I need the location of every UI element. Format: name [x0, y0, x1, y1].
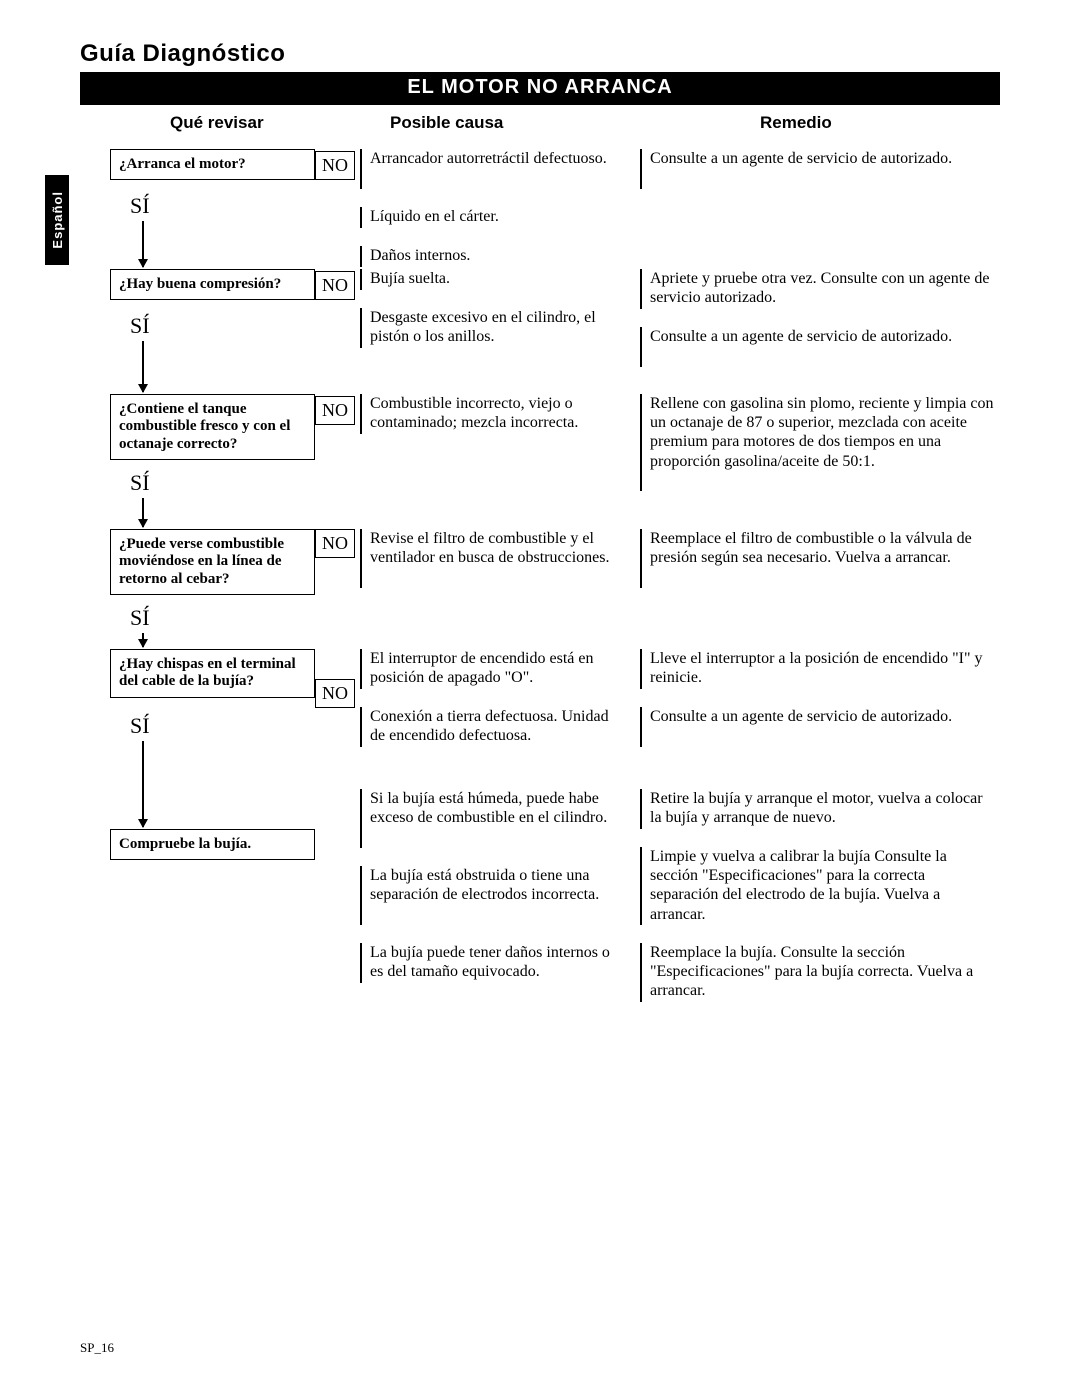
arrow-down [142, 221, 144, 267]
cause-text: El interruptor de encendido está en posi… [370, 649, 625, 687]
remedy-text: Retire la bujía y arranque el motor, vue… [650, 789, 995, 827]
remedy-divider [640, 327, 642, 367]
cause-divider [360, 789, 362, 848]
col-header-cause: Posible causa [340, 113, 650, 133]
cause-text: Arrancador autorretráctil defectuoso. [370, 149, 625, 168]
remedy-divider [640, 269, 642, 309]
page-title: Guía Diagnóstico [80, 40, 1000, 68]
cause-divider [360, 866, 362, 925]
question-box: ¿Hay buena compresión? [110, 269, 315, 300]
no-box: NO [315, 151, 355, 180]
cause-text: Bujía suelta. [370, 269, 625, 288]
cause-divider [360, 269, 362, 290]
cause-divider [360, 943, 362, 983]
cause-text: La bujía está obstruida o tiene una sepa… [370, 866, 625, 904]
remedy-text: Limpie y vuelva a calibrar la bujía Cons… [650, 847, 995, 924]
col-header-remedy: Remedio [650, 113, 1000, 133]
cause-divider [360, 246, 362, 267]
page-content: Guía Diagnóstico EL MOTOR NO ARRANCA Qué… [80, 40, 1000, 149]
remedy-divider [640, 529, 642, 588]
no-box: NO [315, 271, 355, 300]
cause-divider [360, 308, 362, 348]
col-header-check: Qué revisar [80, 113, 340, 133]
remedy-divider [640, 943, 642, 1002]
remedy-text: Apriete y pruebe otra vez. Consulte con … [650, 269, 995, 307]
cause-text: Conexión a tierra defectuosa. Unidad de … [370, 707, 625, 745]
question-box: ¿Arranca el motor? [110, 149, 315, 180]
cause-divider [360, 529, 362, 588]
page-number: SP_16 [80, 1340, 114, 1356]
cause-divider [360, 649, 362, 689]
si-label: SÍ [130, 470, 150, 496]
arrow-down [142, 498, 144, 527]
question-box: Compruebe la bujía. [110, 829, 315, 860]
remedy-text: Consulte a un agente de servicio de auto… [650, 327, 995, 346]
si-label: SÍ [130, 193, 150, 219]
remedy-text: Reemplace el filtro de combustible o la … [650, 529, 995, 567]
cause-divider [360, 149, 362, 189]
remedy-divider [640, 394, 642, 491]
cause-text: Si la bujía está húmeda, puede habe exce… [370, 789, 625, 827]
arrow-down [142, 741, 144, 827]
question-box: ¿Puede verse combustible moviéndose en l… [110, 529, 315, 595]
si-label: SÍ [130, 713, 150, 739]
cause-divider [360, 707, 362, 747]
remedy-text: Lleve el interruptor a la posición de en… [650, 649, 995, 687]
remedy-text: Consulte a un agente de servicio de auto… [650, 707, 995, 726]
cause-text: Combustible incorrecto, viejo o contamin… [370, 394, 625, 432]
cause-text: Desgaste excesivo en el cilindro, el pis… [370, 308, 625, 346]
column-headers: Qué revisar Posible causa Remedio [80, 113, 1000, 133]
remedy-text: Reemplace la bujía. Consulte la sección … [650, 943, 995, 1001]
cause-divider [360, 207, 362, 228]
cause-divider [360, 394, 362, 434]
cause-text: La bujía puede tener daños internos o es… [370, 943, 625, 981]
language-tab: Español [45, 175, 69, 265]
remedy-text: Rellene con gasolina sin plomo, reciente… [650, 394, 995, 471]
si-label: SÍ [130, 605, 150, 631]
remedy-divider [640, 707, 642, 747]
question-box: ¿Hay chispas en el terminal del cable de… [110, 649, 315, 698]
cause-text: Revise el filtro de combustible y el ven… [370, 529, 625, 567]
question-box: ¿Contiene el tanque combustible fresco y… [110, 394, 315, 460]
cause-text: Líquido en el cárter. [370, 207, 625, 226]
remedy-text: Consulte a un agente de servicio de auto… [650, 149, 995, 168]
no-box: NO [315, 679, 355, 708]
section-header: EL MOTOR NO ARRANCA [80, 72, 1000, 105]
no-box: NO [315, 529, 355, 558]
remedy-divider [640, 649, 642, 689]
remedy-divider [640, 149, 642, 189]
si-label: SÍ [130, 313, 150, 339]
cause-text: Daños internos. [370, 246, 625, 265]
language-tab-label: Español [50, 191, 65, 249]
arrow-down [142, 341, 144, 392]
remedy-divider [640, 847, 642, 925]
remedy-divider [640, 789, 642, 829]
no-box: NO [315, 396, 355, 425]
arrow-down [142, 633, 144, 647]
